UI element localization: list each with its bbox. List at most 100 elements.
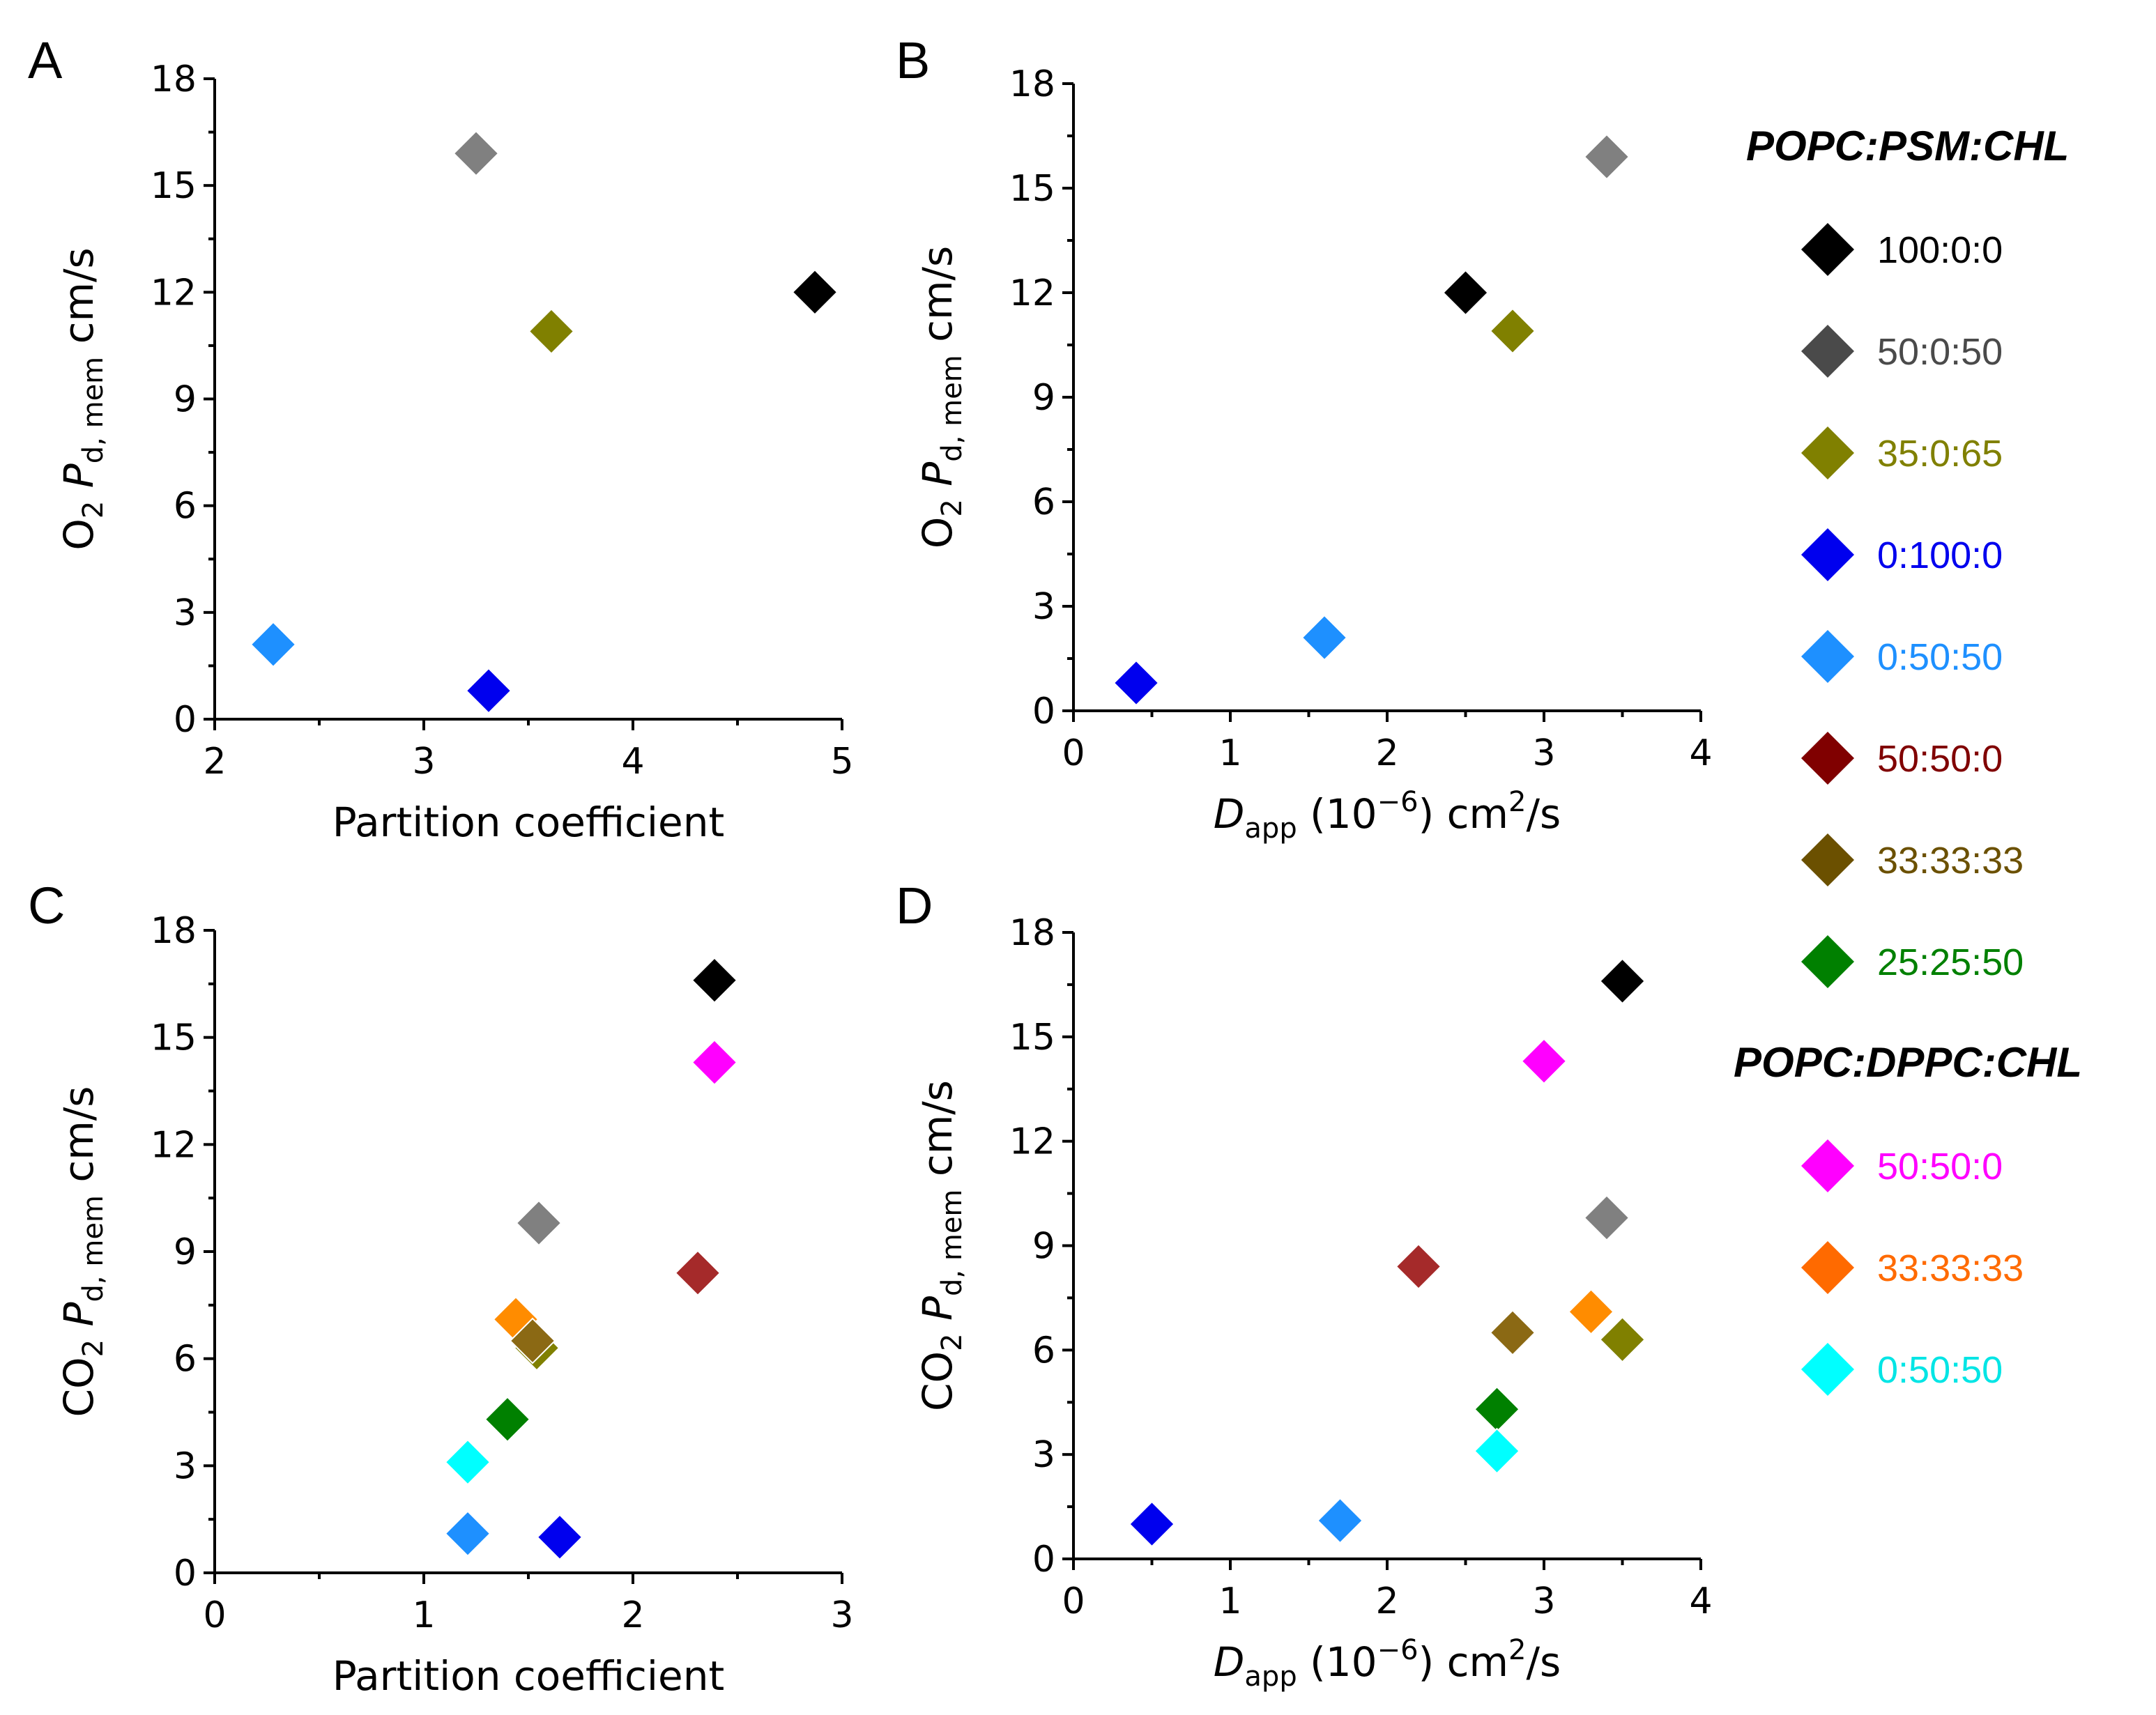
y-tick-label: 0 [174, 699, 197, 741]
data-point [1583, 133, 1630, 180]
x-axis-title: Dapp (10−6) cm2/s [1214, 1634, 1561, 1693]
y-tick-label: 18 [1009, 63, 1055, 105]
y-tick-label: 18 [1009, 912, 1055, 954]
data-point [1129, 1500, 1175, 1548]
data-point [674, 1249, 721, 1297]
data-point [1442, 269, 1489, 316]
data-point [1599, 1316, 1646, 1363]
data-point [1113, 659, 1160, 707]
legend-marker [1801, 325, 1854, 378]
x-tick-label: 2 [1375, 1581, 1398, 1622]
data-point [691, 957, 738, 1004]
data-point [1301, 614, 1348, 661]
x-tick-label: 2 [621, 1594, 644, 1636]
x-tick-label: 4 [1689, 1581, 1712, 1622]
x-tick-label: 4 [1689, 732, 1712, 774]
data-point [509, 1317, 556, 1364]
panel-letter: B [896, 31, 930, 89]
panel-letter: C [28, 877, 65, 935]
legend-marker [1801, 732, 1854, 785]
legend-label: 0:50:50 [1877, 1349, 2003, 1391]
data-point [536, 1514, 583, 1561]
data-point [250, 621, 297, 668]
y-axis-title: O2 Pd, mem cm/s [55, 247, 109, 550]
y-tick-label: 6 [1032, 482, 1055, 523]
y-tick-label: 0 [1032, 1539, 1055, 1581]
legend-marker [1801, 935, 1854, 988]
legend-label: 100:0:0 [1877, 229, 2003, 271]
x-tick-label: 4 [621, 741, 644, 783]
x-axis-title: Partition coefficient [332, 799, 724, 846]
legend-marker [1801, 630, 1854, 683]
data-point [484, 1396, 531, 1443]
legend-group-title: POPC:PSM:CHL [1746, 123, 2069, 169]
x-tick-label: 0 [203, 1594, 226, 1636]
legend-label: 25:25:50 [1877, 941, 2024, 983]
y-tick-label: 9 [174, 379, 197, 421]
legend-label: 33:33:33 [1877, 1247, 2024, 1289]
legend-label: 50:0:50 [1877, 331, 2003, 373]
y-tick-label: 3 [174, 592, 197, 634]
legend-marker [1801, 1241, 1854, 1294]
y-tick-label: 18 [151, 59, 197, 100]
panel-letter: D [896, 877, 933, 935]
y-tick-label: 6 [174, 1339, 197, 1381]
y-tick-label: 6 [174, 486, 197, 528]
data-point [1474, 1385, 1520, 1433]
y-tick-label: 15 [1009, 168, 1055, 210]
x-tick-label: 2 [203, 741, 226, 783]
y-axis-title: O2 Pd, mem cm/s [914, 246, 968, 548]
legend-label: 50:50:0 [1877, 1146, 2003, 1187]
x-axis-title: Partition coefficient [332, 1652, 724, 1700]
y-tick-label: 9 [1032, 1226, 1055, 1268]
data-point [444, 1438, 491, 1486]
panel-a: A 2 3 4 5 0 3 6 9 12 15 18 Partition coefficient O2 P… [28, 31, 854, 846]
data-point [1489, 1309, 1536, 1356]
y-tick-label: 15 [1009, 1017, 1055, 1059]
x-tick-label: 1 [412, 1594, 435, 1636]
y-axis-title: CO2 Pd, mem cm/s [55, 1086, 109, 1417]
x-tick-label: 1 [1218, 732, 1241, 774]
y-tick-label: 3 [1032, 586, 1055, 628]
y-tick-label: 9 [1032, 377, 1055, 419]
legend-label: 33:33:33 [1877, 840, 2024, 882]
x-tick-label: 2 [1375, 732, 1398, 774]
data-point [1520, 1038, 1568, 1085]
legend-label: 0:100:0 [1877, 535, 2003, 576]
data-point [1317, 1497, 1363, 1544]
data-point [1599, 958, 1646, 1005]
data-point [452, 130, 500, 177]
y-tick-label: 6 [1032, 1330, 1055, 1371]
y-tick-label: 15 [151, 1017, 197, 1059]
legend: POPC:PSM:CHL 100:0:0 50:0:50 35:0:65 0:100:0… [1734, 123, 2082, 1396]
data-point [1395, 1243, 1442, 1290]
legend-label: 50:50:0 [1877, 738, 2003, 780]
x-tick-label: 0 [1062, 732, 1085, 774]
panel-letter: A [28, 31, 63, 89]
data-point [465, 667, 512, 714]
y-tick-label: 12 [1009, 1121, 1055, 1163]
y-tick-label: 9 [174, 1231, 197, 1273]
data-point [528, 308, 575, 355]
data-point [1583, 1194, 1630, 1241]
data-point [444, 1510, 491, 1558]
legend-label: 0:50:50 [1877, 636, 2003, 678]
x-tick-label: 3 [1532, 1581, 1555, 1622]
x-tick-label: 3 [1532, 732, 1555, 774]
y-tick-label: 15 [151, 165, 197, 207]
y-tick-label: 0 [174, 1553, 197, 1594]
x-tick-label: 3 [830, 1594, 853, 1636]
x-tick-label: 5 [830, 741, 853, 783]
y-tick-label: 0 [1032, 691, 1055, 732]
legend-marker [1801, 1139, 1854, 1192]
legend-marker [1801, 426, 1854, 479]
legend-label: 35:0:65 [1877, 433, 2003, 475]
y-tick-label: 12 [1009, 272, 1055, 314]
legend-marker [1801, 1343, 1854, 1396]
legend-marker [1801, 833, 1854, 886]
x-tick-label: 3 [412, 741, 435, 783]
data-point [1568, 1288, 1614, 1335]
y-tick-label: 12 [151, 1124, 197, 1166]
